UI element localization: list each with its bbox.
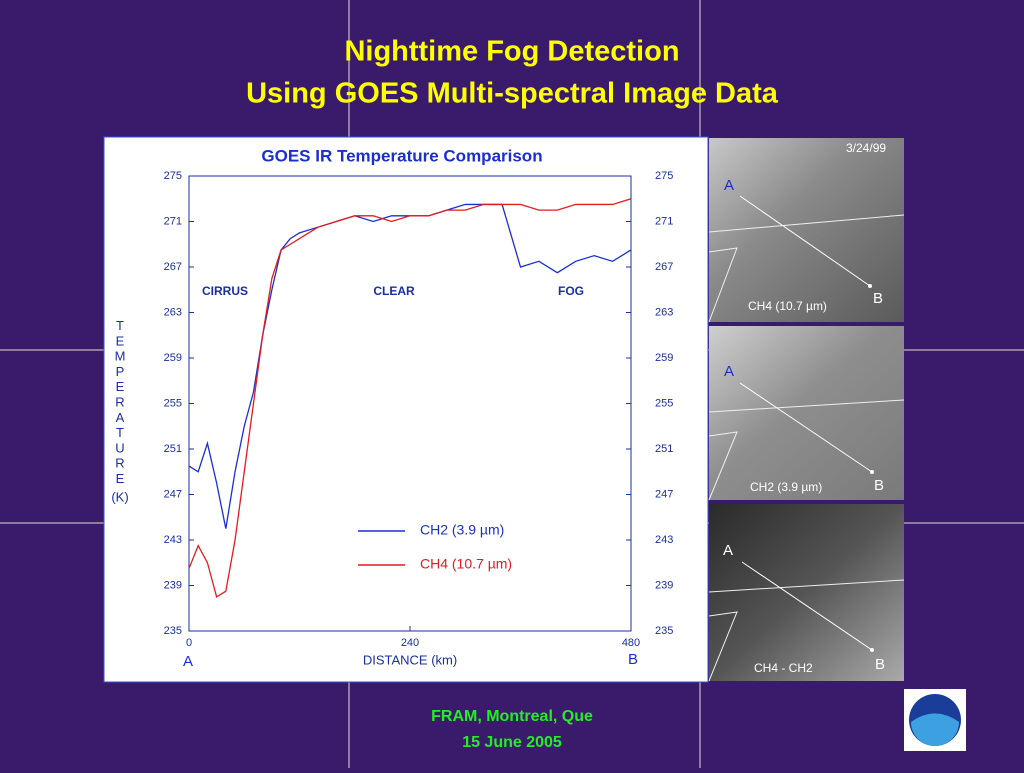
legend-label: CH2 (3.9 µm) xyxy=(420,522,504,538)
point-label: B xyxy=(875,656,885,673)
satellite-image: A B CH2 (3.9 µm) xyxy=(708,326,905,501)
satellite-image: 3/24/99 A B CH4 (10.7 µm) xyxy=(708,138,905,323)
y-tick-label: 251 xyxy=(164,443,182,455)
slide-title: Using GOES Multi-spectral Image Data xyxy=(246,78,779,110)
y-tick-label: 271 xyxy=(164,215,182,227)
y-tick-label: 255 xyxy=(164,397,182,409)
image-date: 3/24/99 xyxy=(846,141,886,155)
annotation: CIRRUS xyxy=(202,284,248,298)
y2-tick-label: 243 xyxy=(655,534,673,546)
legend: CH2 (3.9 µm) CH4 (10.7 µm) xyxy=(358,522,512,572)
point-label: A xyxy=(724,177,734,194)
point-label: B xyxy=(873,290,883,307)
x-tick-label: 480 xyxy=(622,637,640,649)
point-label: A xyxy=(723,542,733,559)
y2-tick-label: 247 xyxy=(655,488,673,500)
y-tick-label: 247 xyxy=(164,488,182,500)
annotation: A xyxy=(183,653,193,670)
y-axis-unit: (K) xyxy=(111,489,128,504)
y-tick-label: 239 xyxy=(164,579,182,591)
y-tick-label: 259 xyxy=(164,352,182,364)
logo xyxy=(904,689,966,751)
chart-panel xyxy=(103,136,709,683)
annotation: FOG xyxy=(558,284,584,298)
x-axis-label: DISTANCE (km) xyxy=(363,652,457,667)
y2-tick-label: 267 xyxy=(655,261,673,273)
y2-tick-label: 235 xyxy=(655,625,673,637)
y2-tick-label: 255 xyxy=(655,397,673,409)
y-tick-label: 263 xyxy=(164,306,182,318)
legend-label: CH4 (10.7 µm) xyxy=(420,556,512,572)
satellite-image: A B CH4 - CH2 xyxy=(708,504,905,682)
series-line xyxy=(188,198,632,598)
point-label: A xyxy=(724,363,734,380)
y-tick-label: 235 xyxy=(164,625,182,637)
y2-tick-label: 275 xyxy=(655,170,673,182)
x-tick-label: 0 xyxy=(186,637,192,649)
y2-tick-label: 271 xyxy=(655,215,673,227)
footer: FRAM, Montreal, Que xyxy=(431,708,593,725)
y2-tick-label: 259 xyxy=(655,352,673,364)
x-tick-label: 240 xyxy=(401,637,419,649)
image-caption: CH4 - CH2 xyxy=(754,661,813,675)
annotation: B xyxy=(628,651,638,668)
y2-tick-label: 239 xyxy=(655,579,673,591)
image-caption: CH2 (3.9 µm) xyxy=(750,480,822,494)
y2-tick-label: 251 xyxy=(655,443,673,455)
y-tick-label: 243 xyxy=(164,534,182,546)
image-caption: CH4 (10.7 µm) xyxy=(748,299,827,313)
y-tick-label: 275 xyxy=(164,170,182,182)
slide-title: Nighttime Fog Detection xyxy=(344,36,679,68)
chart-title: GOES IR Temperature Comparison xyxy=(261,146,542,165)
footer: 15 June 2005 xyxy=(462,734,562,751)
y-tick-label: 267 xyxy=(164,261,182,273)
y2-tick-label: 263 xyxy=(655,306,673,318)
point-label: B xyxy=(874,477,884,494)
annotation: CLEAR xyxy=(373,284,415,298)
